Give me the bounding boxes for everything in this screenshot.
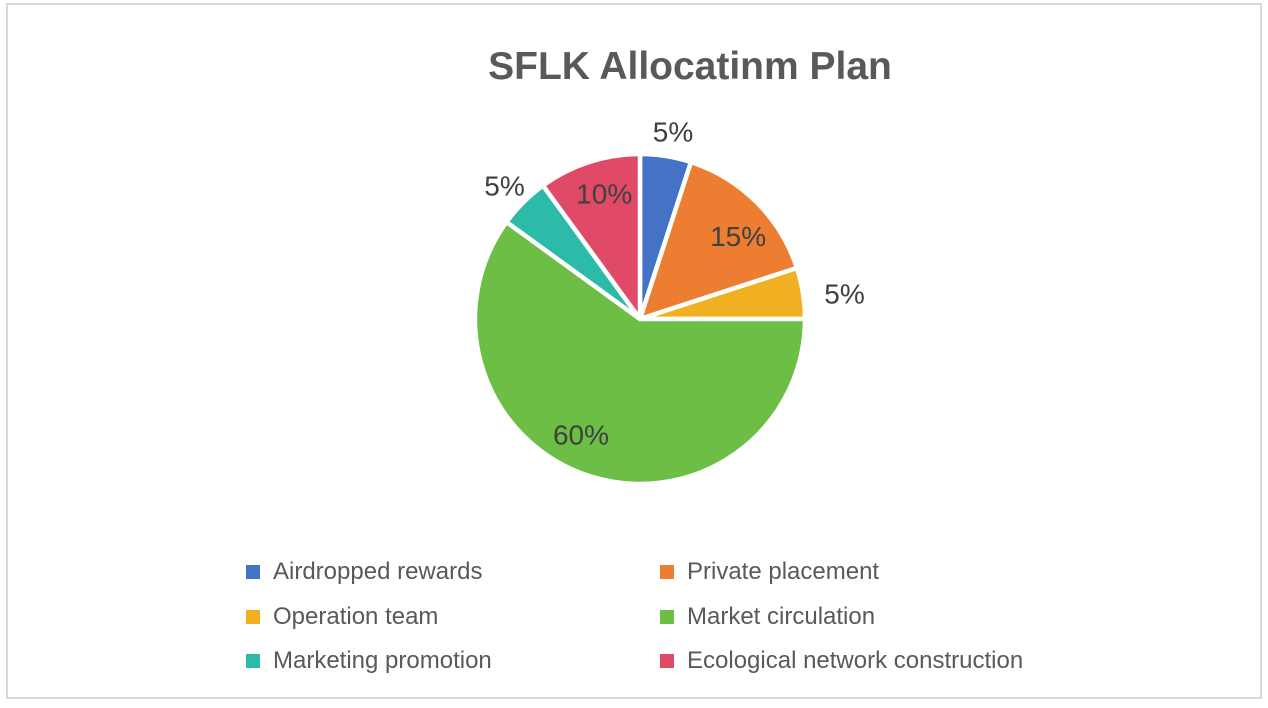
legend-swatch-operation-team xyxy=(246,610,260,624)
legend-label-market-circulation: Market circulation xyxy=(687,603,876,630)
chart-legend: Airdropped rewards Private placement Ope… xyxy=(8,5,1268,708)
pie-slice-label-private-placement: 15% xyxy=(710,221,766,252)
chart-canvas: SFLK Allocatinm Plan 5% 15% 5% 60% 5% 10% Air… xyxy=(6,3,1262,699)
pie-chart: 5% 15% 5% 60% 5% 10% xyxy=(472,116,865,487)
legend-swatch-airdropped-rewards xyxy=(246,565,260,579)
legend-swatch-ecological-network-construction xyxy=(660,654,674,668)
pie-slice-label-airdropped-rewards: 5% xyxy=(653,116,693,147)
legend-item-airdropped-rewards[interactable]: Airdropped rewards xyxy=(246,560,482,584)
pie-slice-label-market-circulation: 60% xyxy=(553,419,609,450)
legend-label-operation-team: Operation team xyxy=(273,603,439,630)
legend-item-ecological-network-construction[interactable]: Ecological network construction xyxy=(660,649,1023,673)
pie-slice-ecological-network-construction[interactable] xyxy=(540,151,643,322)
legend-label-marketing-promotion: Marketing promotion xyxy=(273,647,492,674)
legend-item-marketing-promotion[interactable]: Marketing promotion xyxy=(246,649,492,673)
legend-item-operation-team[interactable]: Operation team xyxy=(246,605,438,629)
pie-slice-label-ecological-network-construction: 10% xyxy=(576,179,632,210)
legend-swatch-market-circulation xyxy=(660,610,674,624)
legend-item-private-placement[interactable]: Private placement xyxy=(660,560,879,584)
pie-slice-market-circulation[interactable] xyxy=(472,219,808,487)
legend-label-ecological-network-construction: Ecological network construction xyxy=(687,647,1024,674)
chart-title: SFLK Allocatinm Plan xyxy=(488,45,892,88)
legend-label-airdropped-rewards: Airdropped rewards xyxy=(273,558,483,585)
pie-slice-label-marketing-promotion: 5% xyxy=(484,170,524,201)
legend-item-market-circulation[interactable]: Market circulation xyxy=(660,605,875,629)
legend-swatch-private-placement xyxy=(660,565,674,579)
legend-label-private-placement: Private placement xyxy=(687,558,880,585)
pie-slice-label-operation-team: 5% xyxy=(824,278,864,309)
legend-swatch-marketing-promotion xyxy=(246,654,260,668)
